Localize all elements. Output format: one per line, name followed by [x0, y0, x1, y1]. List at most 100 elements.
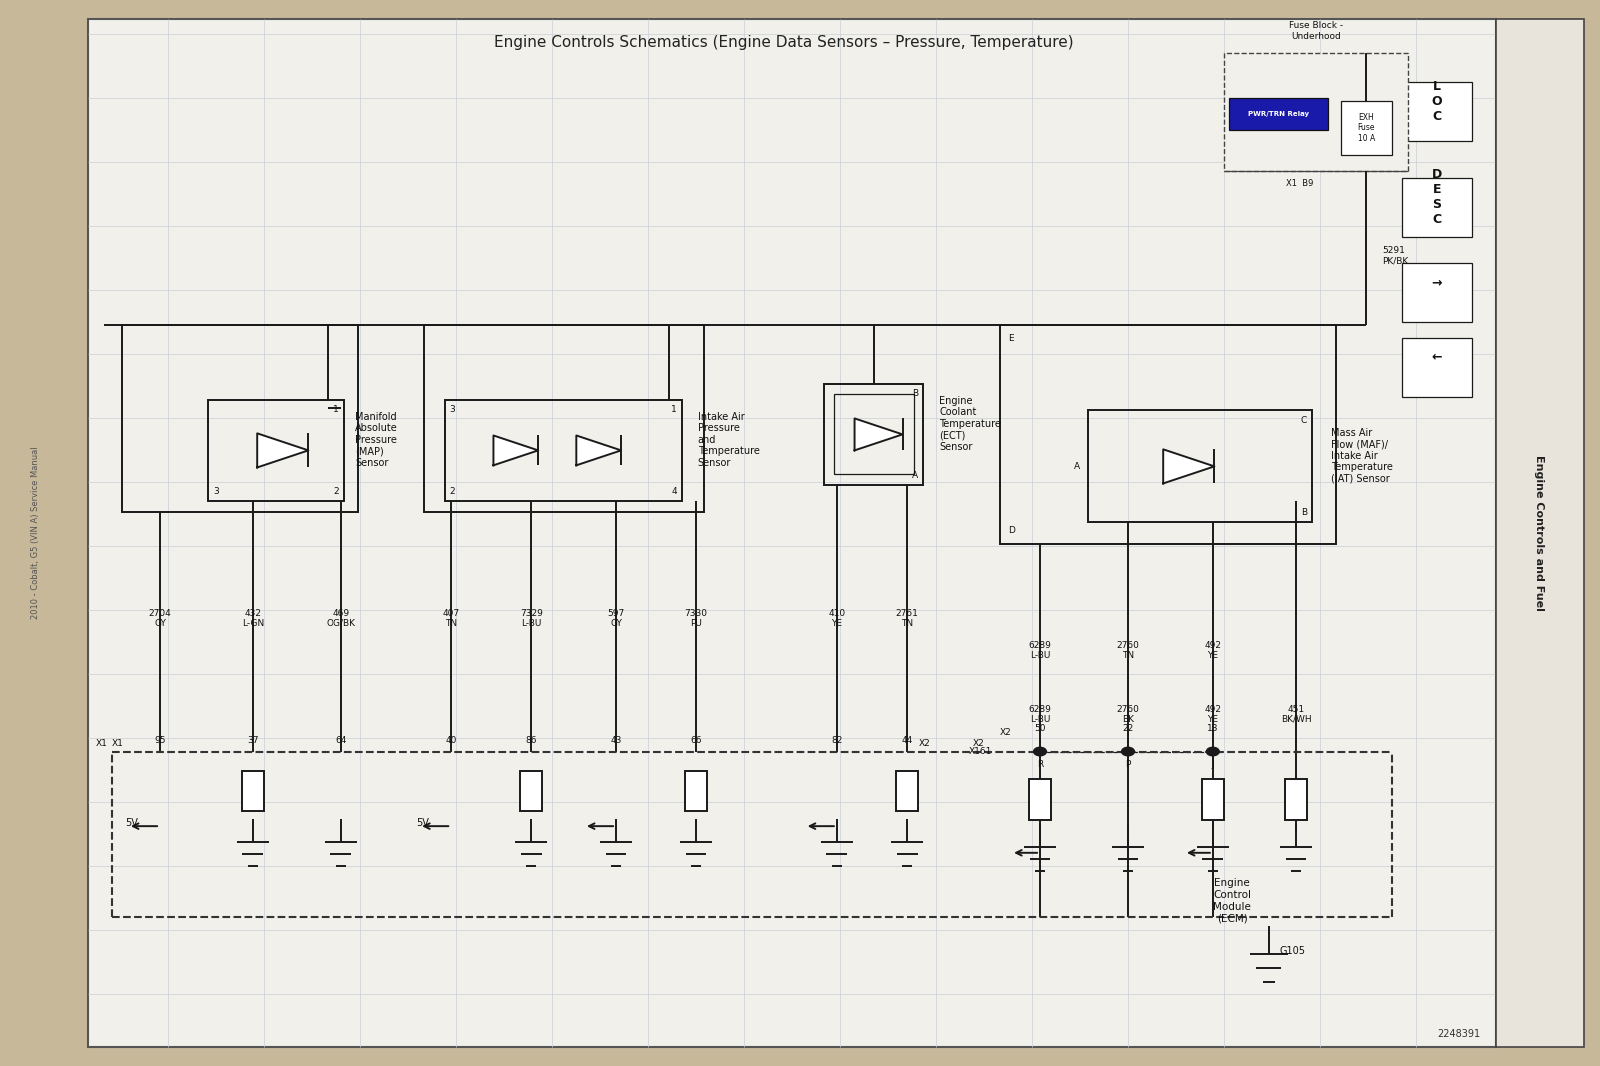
Text: 597
GY: 597 GY: [608, 609, 624, 628]
Text: J: J: [1211, 760, 1214, 769]
Bar: [520, 771, 542, 811]
Text: D: D: [1008, 527, 1014, 535]
Text: 407
TN: 407 TN: [443, 609, 459, 628]
Text: B: B: [1301, 508, 1307, 517]
Polygon shape: [854, 418, 902, 450]
Text: 50: 50: [1034, 724, 1046, 732]
Text: 22: 22: [1122, 724, 1134, 732]
Text: B: B: [912, 389, 918, 398]
Text: 13: 13: [1206, 724, 1219, 732]
Text: E: E: [1008, 334, 1014, 342]
Circle shape: [1034, 747, 1046, 756]
Text: Engine
Coolant
Temperature
(ECT)
Sensor: Engine Coolant Temperature (ECT) Sensor: [939, 395, 1002, 452]
Circle shape: [1122, 747, 1134, 756]
Bar: [1402, 263, 1472, 322]
Text: 2704
GY: 2704 GY: [149, 609, 171, 628]
Text: R: R: [1037, 760, 1043, 769]
Text: 64: 64: [334, 737, 347, 745]
Text: 2760
TN: 2760 TN: [1117, 641, 1139, 660]
Bar: [1402, 178, 1472, 237]
Text: 1: 1: [333, 405, 339, 414]
Text: G105: G105: [1280, 946, 1306, 956]
Text: 66: 66: [690, 737, 702, 745]
Polygon shape: [493, 435, 538, 465]
Text: L
O
C: L O C: [1432, 80, 1442, 123]
Bar: [1000, 325, 1336, 544]
Text: X2: X2: [918, 739, 930, 747]
Bar: [1402, 82, 1472, 141]
Polygon shape: [1163, 450, 1214, 484]
Text: 2248391: 2248391: [1437, 1029, 1480, 1039]
Text: 40: 40: [445, 737, 458, 745]
Text: A: A: [1074, 462, 1080, 471]
Bar: [208, 400, 344, 501]
Bar: [834, 394, 914, 474]
Text: 3: 3: [213, 487, 219, 496]
Bar: [1224, 53, 1408, 171]
Text: Engine
Control
Module
(ECM): Engine Control Module (ECM): [1213, 878, 1251, 923]
Bar: [1285, 779, 1307, 820]
Bar: [685, 771, 707, 811]
Text: EXH
Fuse
10 A: EXH Fuse 10 A: [1358, 113, 1374, 143]
Bar: [1202, 779, 1224, 820]
Text: 7329
L-BU: 7329 L-BU: [520, 609, 542, 628]
Text: 37: 37: [246, 737, 259, 745]
Text: 2: 2: [450, 487, 456, 496]
Text: 2010 - Cobalt, G5 (VIN A) Service Manual: 2010 - Cobalt, G5 (VIN A) Service Manual: [30, 447, 40, 619]
Text: X1: X1: [96, 739, 107, 747]
Text: X1: X1: [112, 739, 123, 747]
Bar: [445, 400, 682, 501]
Text: D
E
S
C: D E S C: [1432, 168, 1442, 226]
Text: 2: 2: [333, 487, 339, 496]
Text: 6289
L-BU: 6289 L-BU: [1029, 641, 1051, 660]
Text: 5291
PK/BK: 5291 PK/BK: [1382, 246, 1408, 265]
Text: X2: X2: [973, 739, 984, 747]
Text: 95: 95: [154, 737, 166, 745]
Text: 6289
L-BU: 6289 L-BU: [1029, 705, 1051, 724]
Bar: [1088, 410, 1312, 522]
Text: X161: X161: [968, 747, 992, 756]
Text: 86: 86: [525, 737, 538, 745]
Bar: [1402, 338, 1472, 397]
Text: 451
BK/WH: 451 BK/WH: [1280, 705, 1312, 724]
Bar: [242, 771, 264, 811]
Text: ←: ←: [1432, 351, 1442, 364]
Bar: [1229, 98, 1328, 130]
Text: 82: 82: [830, 737, 843, 745]
Text: X2: X2: [1000, 728, 1011, 737]
Text: C: C: [1301, 416, 1307, 424]
Text: 4: 4: [670, 487, 677, 496]
Text: Manifold
Absolute
Pressure
(MAP)
Sensor: Manifold Absolute Pressure (MAP) Sensor: [355, 411, 398, 468]
Text: Engine Controls and Fuel: Engine Controls and Fuel: [1534, 455, 1544, 611]
Text: 7330
PU: 7330 PU: [685, 609, 707, 628]
Text: 410
YE: 410 YE: [829, 609, 845, 628]
Text: 43: 43: [610, 737, 622, 745]
Bar: [1029, 779, 1051, 820]
Bar: [88, 19, 1496, 1047]
Bar: [896, 771, 918, 811]
Text: 5V: 5V: [416, 818, 429, 828]
Text: Fuse Block -
Underhood: Fuse Block - Underhood: [1290, 21, 1342, 41]
Text: 1: 1: [670, 405, 677, 414]
Text: P: P: [1125, 760, 1131, 769]
Bar: [122, 325, 358, 512]
Bar: [824, 384, 923, 485]
Polygon shape: [576, 435, 621, 465]
Bar: [1496, 19, 1584, 1047]
Text: 492
YE: 492 YE: [1205, 705, 1221, 724]
Text: 2760
BK: 2760 BK: [1117, 705, 1139, 724]
Text: Mass Air
Flow (MAF)/
Intake Air
Temperature
(IAT) Sensor: Mass Air Flow (MAF)/ Intake Air Temperat…: [1331, 427, 1394, 484]
Text: Engine Controls Schematics (Engine Data Sensors – Pressure, Temperature): Engine Controls Schematics (Engine Data …: [494, 35, 1074, 50]
Polygon shape: [258, 433, 309, 467]
Circle shape: [1206, 747, 1219, 756]
Text: 44: 44: [901, 737, 914, 745]
Text: PWR/TRN Relay: PWR/TRN Relay: [1248, 111, 1309, 117]
Text: 3: 3: [450, 405, 456, 414]
Text: 5V: 5V: [125, 818, 138, 828]
Text: A: A: [912, 471, 918, 480]
Text: 2761
TN: 2761 TN: [896, 609, 918, 628]
Text: 492
YE: 492 YE: [1205, 641, 1221, 660]
Text: 469
OG/BK: 469 OG/BK: [326, 609, 355, 628]
Text: 432
L-GN: 432 L-GN: [242, 609, 264, 628]
Bar: [1341, 101, 1392, 155]
